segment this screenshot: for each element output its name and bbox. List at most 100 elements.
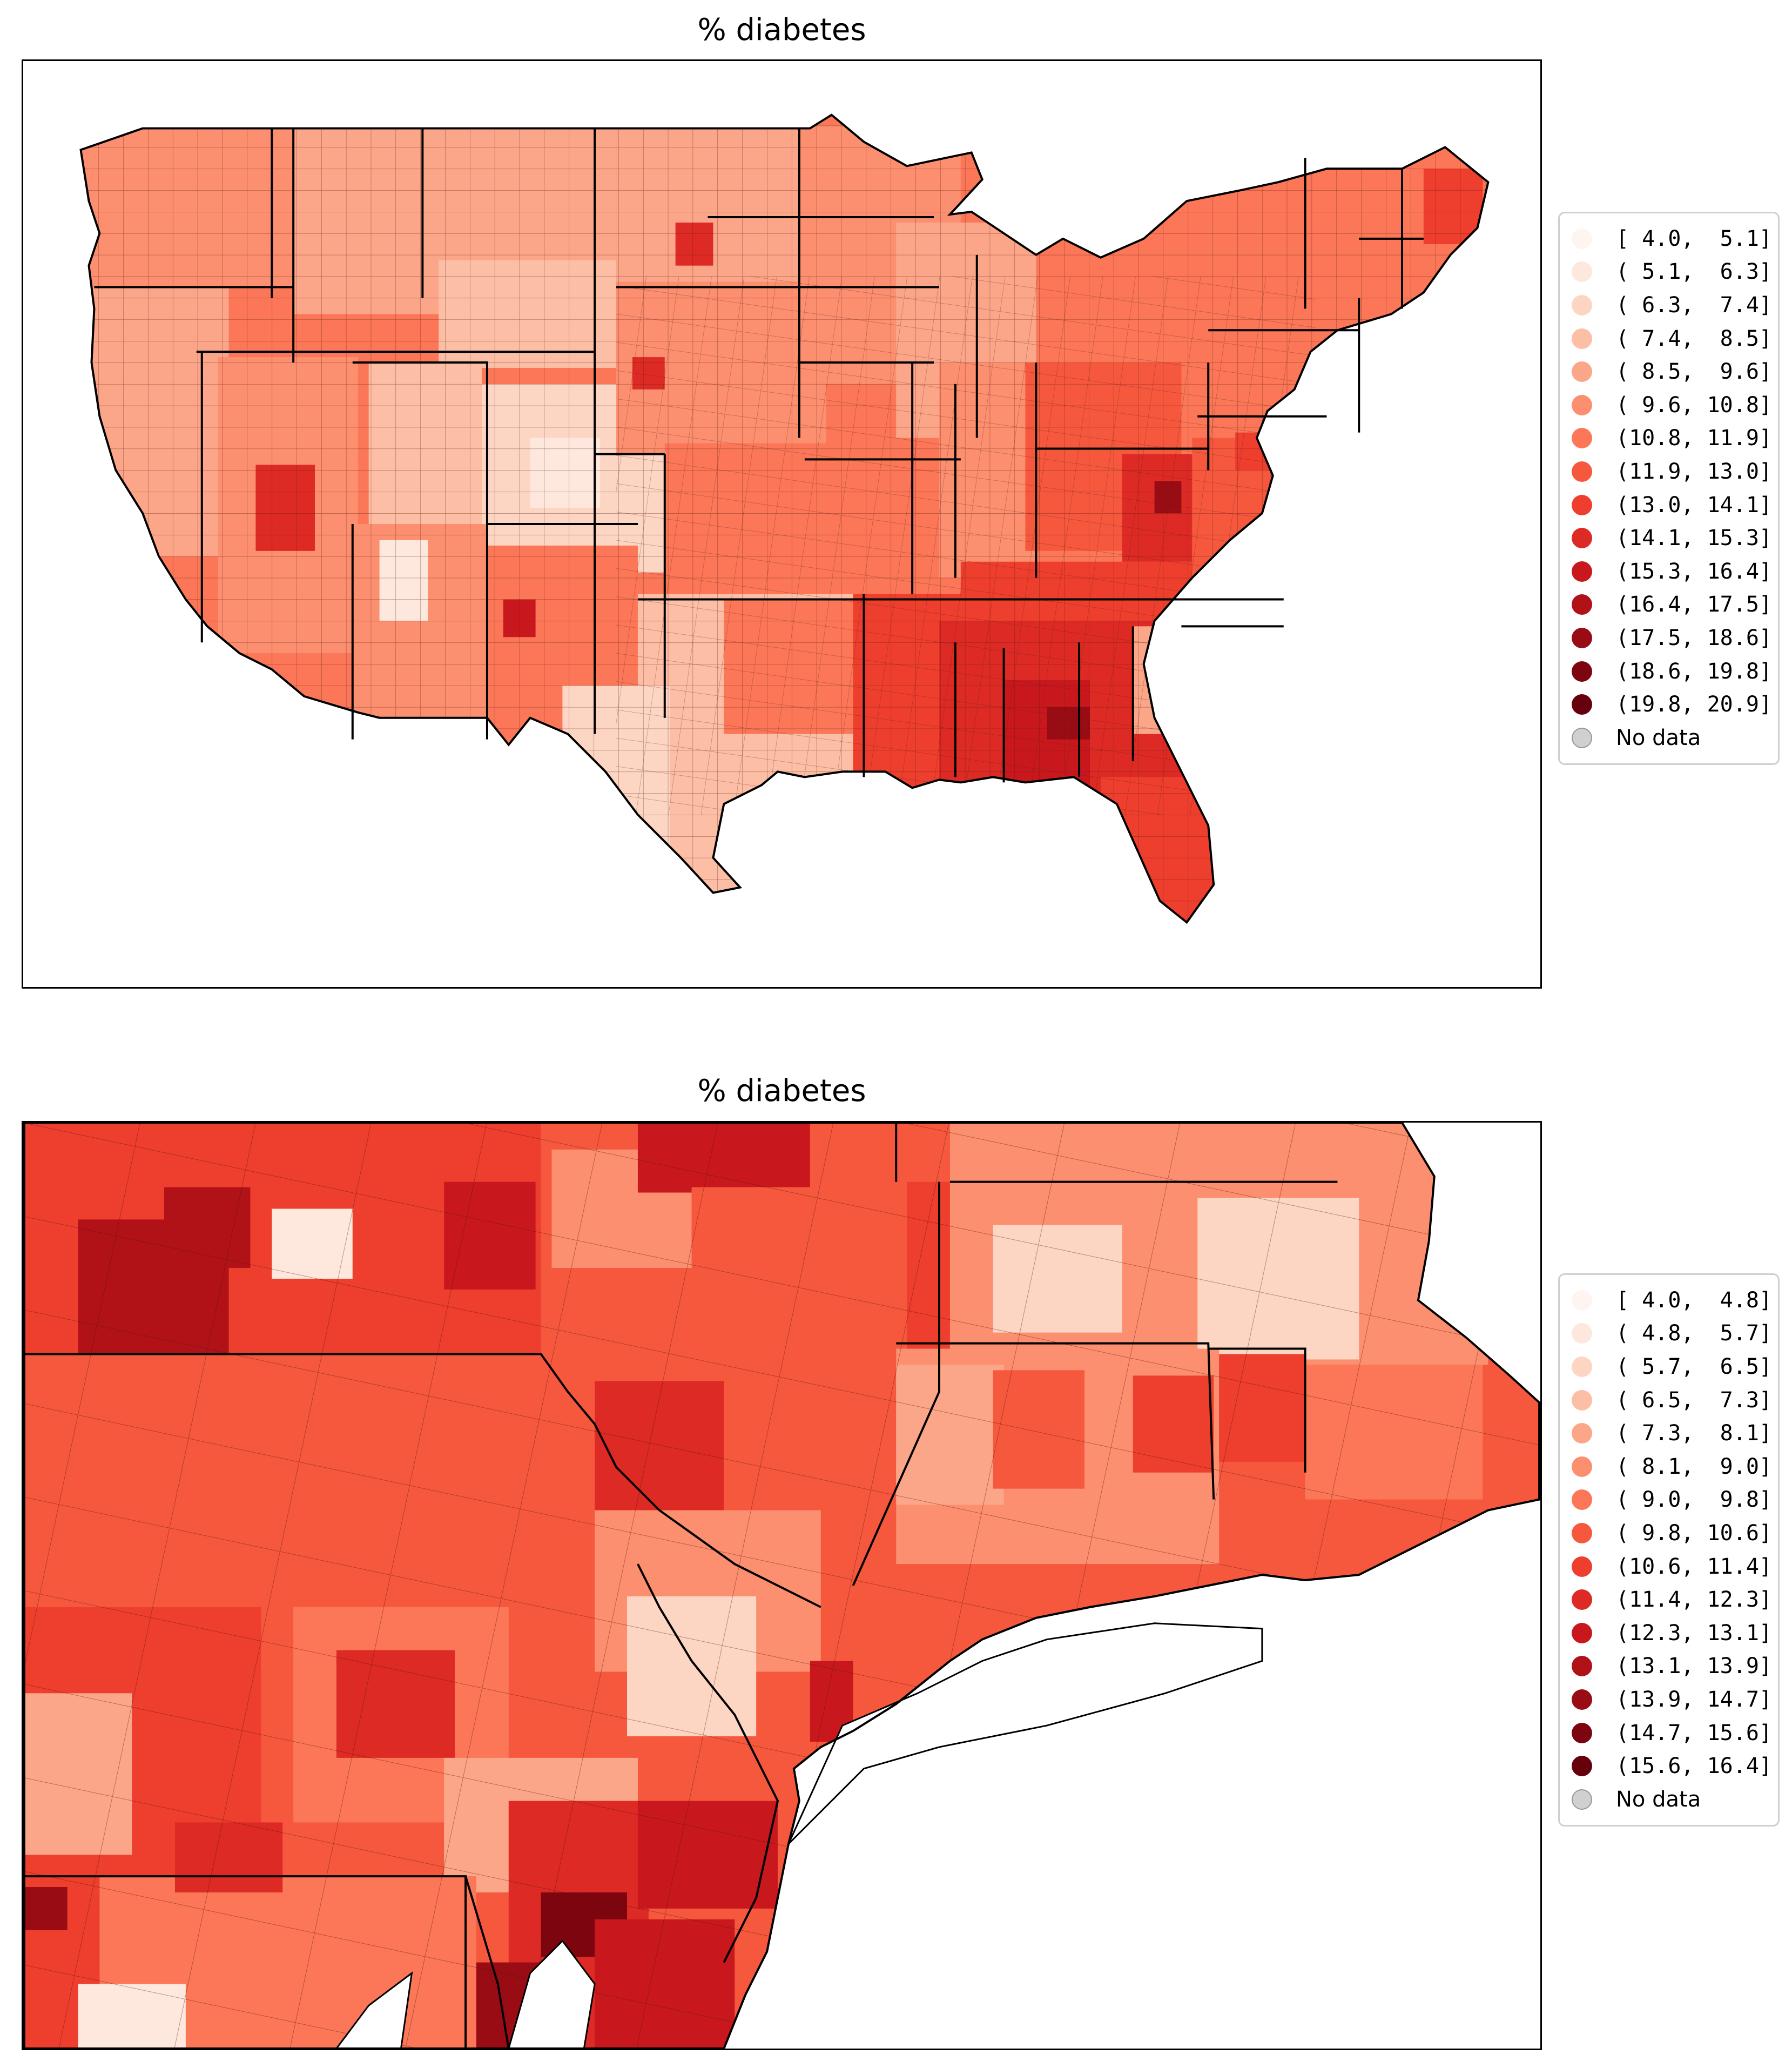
- us-county-map: [79, 113, 1490, 924]
- legend-item: ( 7.4, 8.5]: [1572, 322, 1772, 355]
- legend-marker: [1572, 1656, 1592, 1677]
- legend-label: (14.1, 15.3]: [1616, 526, 1772, 551]
- state-borders-ne: [23, 1123, 1540, 2049]
- legend-label: (16.4, 17.5]: [1616, 592, 1772, 617]
- legend-marker: [1572, 1756, 1592, 1777]
- legend-marker: [1572, 1489, 1592, 1510]
- legend-marker: [1572, 1722, 1592, 1743]
- legend-item: (11.4, 12.3]: [1572, 1583, 1772, 1616]
- legend-item: (15.3, 16.4]: [1572, 555, 1772, 588]
- legend-marker: [1572, 1689, 1592, 1710]
- legend-label: ( 8.5, 9.6]: [1616, 359, 1772, 385]
- legend-item: ( 6.3, 7.4]: [1572, 288, 1772, 322]
- legend-item: ( 5.1, 6.3]: [1572, 256, 1772, 289]
- legend-label: (12.3, 13.1]: [1616, 1620, 1772, 1646]
- legend-item: ( 6.5, 7.3]: [1572, 1384, 1772, 1417]
- map-frame-northeast: [22, 1121, 1542, 2050]
- legend-marker: [1572, 1356, 1592, 1377]
- northeast-county-map: [23, 1123, 1540, 2049]
- legend-marker: [1572, 228, 1592, 249]
- legend-marker: [1572, 1789, 1592, 1810]
- legend-marker: [1572, 261, 1592, 283]
- legend-marker: [1572, 1323, 1592, 1344]
- legend-item: (14.7, 15.6]: [1572, 1716, 1772, 1750]
- legend-marker: [1572, 627, 1592, 648]
- legend-label: (11.9, 13.0]: [1616, 459, 1772, 484]
- legend-label: ( 8.1, 9.0]: [1616, 1454, 1772, 1479]
- legend-item: ( 4.8, 5.7]: [1572, 1317, 1772, 1351]
- map-frame-us: [22, 59, 1542, 989]
- legend-label: (18.6, 19.8]: [1616, 659, 1772, 684]
- legend-item: ( 8.1, 9.0]: [1572, 1450, 1772, 1483]
- legend-label: (15.6, 16.4]: [1616, 1754, 1772, 1779]
- legend-marker: [1572, 494, 1592, 515]
- legend-marker: [1572, 1589, 1592, 1610]
- legend-item: (10.6, 11.4]: [1572, 1550, 1772, 1583]
- legend-item: (13.1, 13.9]: [1572, 1650, 1772, 1683]
- legend-item: [ 4.0, 5.1]: [1572, 222, 1772, 256]
- legend-item: ( 5.7, 6.5]: [1572, 1350, 1772, 1384]
- legend-marker: [1572, 394, 1592, 415]
- legend-label: (14.7, 15.6]: [1616, 1720, 1772, 1745]
- legend-item: (19.8, 20.9]: [1572, 688, 1772, 721]
- legend-label: ( 5.1, 6.3]: [1616, 259, 1772, 285]
- legend-us: [ 4.0, 5.1] ( 5.1, 6.3] ( 6.3, 7.4] ( 7.…: [1558, 212, 1780, 765]
- legend-marker: [1572, 1456, 1592, 1477]
- legend-item: (18.6, 19.8]: [1572, 655, 1772, 688]
- legend-item: ( 9.0, 9.8]: [1572, 1483, 1772, 1517]
- legend-item: (17.5, 18.6]: [1572, 621, 1772, 655]
- legend-marker: [1572, 594, 1592, 615]
- legend-marker: [1572, 561, 1592, 582]
- legend-label: (10.6, 11.4]: [1616, 1554, 1772, 1579]
- legend-label: (10.8, 11.9]: [1616, 426, 1772, 451]
- legend-label: [ 4.0, 4.8]: [1616, 1287, 1772, 1313]
- legend-label: No data: [1616, 1787, 1701, 1812]
- map-title-northeast: % diabetes: [697, 1073, 866, 1109]
- legend-marker: [1572, 1556, 1592, 1577]
- legend-label: (13.1, 13.9]: [1616, 1654, 1772, 1679]
- legend-item: [ 4.0, 4.8]: [1572, 1284, 1772, 1317]
- legend-label: ( 4.8, 5.7]: [1616, 1321, 1772, 1346]
- legend-label: ( 9.0, 9.8]: [1616, 1487, 1772, 1513]
- legend-item: No data: [1572, 1783, 1767, 1816]
- legend-label: (11.4, 12.3]: [1616, 1587, 1772, 1613]
- legend-item: ( 8.5, 9.6]: [1572, 355, 1772, 388]
- legend-item: (13.9, 14.7]: [1572, 1683, 1772, 1716]
- legend-label: (15.3, 16.4]: [1616, 559, 1772, 584]
- legend-label: (13.0, 14.1]: [1616, 492, 1772, 518]
- legend-label: [ 4.0, 5.1]: [1616, 226, 1772, 251]
- legend-label: ( 7.3, 8.1]: [1616, 1421, 1772, 1446]
- legend-item: (15.6, 16.4]: [1572, 1749, 1772, 1783]
- legend-label: (13.9, 14.7]: [1616, 1687, 1772, 1712]
- legend-label: ( 9.8, 10.6]: [1616, 1520, 1772, 1546]
- legend-item: (16.4, 17.5]: [1572, 588, 1772, 622]
- legend-marker: [1572, 294, 1592, 315]
- legend-item: (10.8, 11.9]: [1572, 422, 1772, 455]
- legend-marker: [1572, 428, 1592, 449]
- legend-marker: [1572, 1290, 1592, 1311]
- map-title-us: % diabetes: [697, 12, 866, 48]
- legend-item: ( 7.3, 8.1]: [1572, 1416, 1772, 1450]
- legend-marker: [1572, 361, 1592, 382]
- legend-marker: [1572, 328, 1592, 349]
- legend-label: No data: [1616, 725, 1701, 750]
- state-borders: [79, 113, 1490, 924]
- legend-marker: [1572, 461, 1592, 482]
- legend-label: ( 5.7, 6.5]: [1616, 1354, 1772, 1379]
- legend-item: (11.9, 13.0]: [1572, 455, 1772, 488]
- legend-label: ( 6.3, 7.4]: [1616, 292, 1772, 318]
- legend-item: (14.1, 15.3]: [1572, 521, 1772, 555]
- legend-item: ( 9.6, 10.8]: [1572, 388, 1772, 422]
- legend-marker: [1572, 1522, 1592, 1543]
- legend-marker: [1572, 1389, 1592, 1411]
- legend-item: ( 9.8, 10.6]: [1572, 1516, 1772, 1550]
- legend-item: (13.0, 14.1]: [1572, 488, 1772, 522]
- legend-label: ( 7.4, 8.5]: [1616, 326, 1772, 351]
- legend-item: No data: [1572, 721, 1767, 755]
- legend-label: ( 6.5, 7.3]: [1616, 1387, 1772, 1413]
- legend-marker: [1572, 661, 1592, 682]
- legend-label: ( 9.6, 10.8]: [1616, 392, 1772, 418]
- legend-label: (17.5, 18.6]: [1616, 625, 1772, 650]
- legend-item: (12.3, 13.1]: [1572, 1616, 1772, 1650]
- legend-marker: [1572, 1622, 1592, 1643]
